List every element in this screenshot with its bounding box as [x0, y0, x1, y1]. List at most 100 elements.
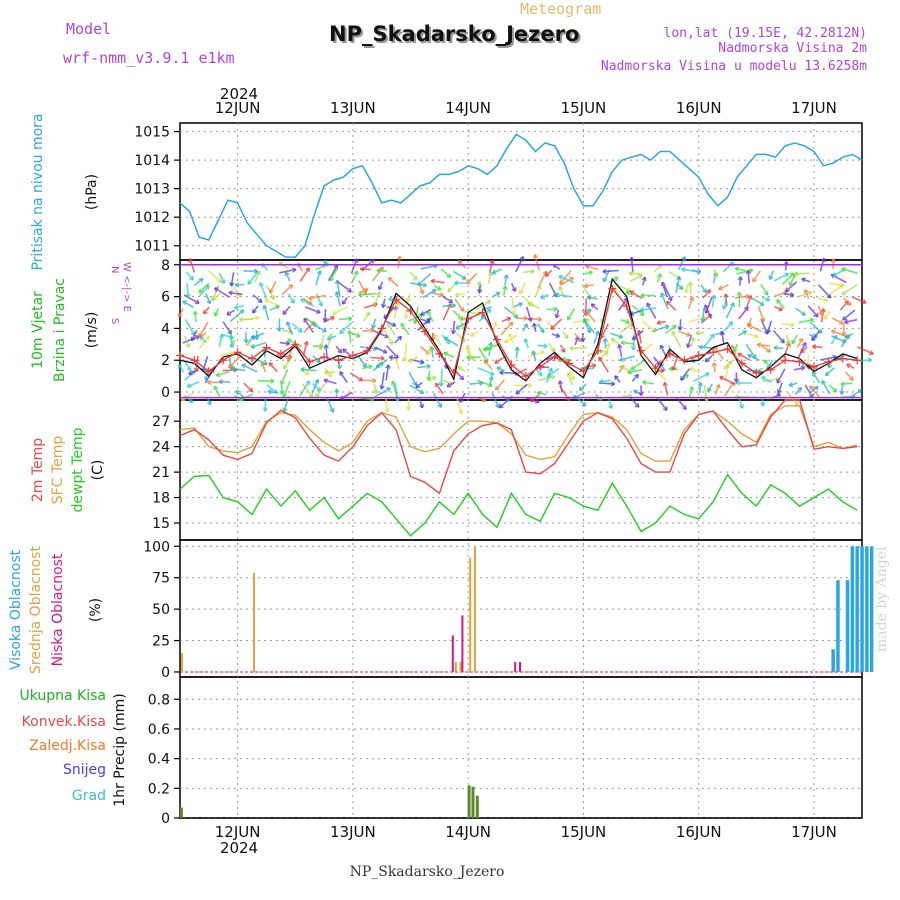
wind-arrow [283, 355, 293, 370]
wind-arrow [631, 304, 645, 317]
wind-arrow [458, 315, 466, 332]
wind-arrow-head [733, 378, 739, 383]
y-tick-label: 0 [161, 385, 170, 401]
wind-arrow-head [443, 351, 449, 357]
wind-arrow [226, 309, 235, 316]
wind-arrow-head [656, 273, 662, 278]
wind-arrow [455, 293, 465, 296]
wind-arrow-head [818, 311, 824, 316]
wind-gust-marker [853, 356, 862, 365]
wind-arrows [177, 253, 874, 415]
wind-arrow-head [527, 317, 533, 322]
wind-arrow [222, 369, 237, 372]
wind-arrow-head [586, 328, 592, 334]
wind-arrow-head [677, 326, 683, 331]
wind-arrow-head [619, 356, 624, 362]
wind-arrow-head [218, 379, 223, 385]
wind-arrow [183, 294, 200, 305]
wind-arrow-head [820, 257, 826, 263]
wind-arrow-head [375, 363, 381, 368]
wind-arrow-head [867, 357, 872, 363]
wind-arrow-head [300, 366, 305, 373]
wind-arrow-head [627, 369, 632, 375]
wind-arrow [494, 379, 505, 391]
date-label-bottom: 13JUN [330, 823, 376, 841]
wind-arrow [692, 372, 710, 383]
wind-arrow [844, 371, 854, 381]
wind-gust-marker [435, 349, 444, 358]
wind-arrow [642, 276, 646, 286]
wind-arrow-head [314, 379, 320, 384]
wind-arrow [537, 344, 548, 348]
wind-arrow [282, 305, 291, 315]
wind-arrow-head [239, 316, 244, 323]
wind-arrow [722, 296, 728, 310]
wind-arrow-head [586, 295, 592, 301]
mid-cloud-bar [459, 661, 462, 672]
wind-arrow [491, 268, 503, 275]
wind-arrow-head [585, 317, 591, 323]
wind-arrow [714, 384, 720, 395]
wind-arrow [205, 293, 211, 304]
pressure-title: Pritisak na nivou mora [30, 113, 46, 270]
wind-arrow-head [347, 316, 353, 322]
wind-arrow-head [736, 291, 743, 296]
wind-arrow [578, 383, 587, 391]
wind-gust-marker [766, 365, 775, 374]
wind-arrow [361, 397, 374, 401]
wind-arrow [193, 278, 204, 286]
wind-arrow-head [555, 332, 561, 339]
wind-arrow-head [711, 362, 717, 367]
wind-arrow [229, 332, 234, 348]
wind-arrow-head [489, 259, 495, 265]
wind-arrow [427, 345, 432, 355]
y-tick-label: 0 [161, 811, 170, 827]
wind-arrow-head [192, 310, 198, 316]
wind-arrow-head [492, 321, 498, 327]
wind-arrow [502, 285, 507, 296]
wind-arrow [214, 308, 220, 317]
wind-arrow-head [262, 304, 268, 310]
wind-arrow [839, 300, 849, 311]
wind-arrow [829, 282, 845, 287]
wind-arrow-head [339, 371, 344, 376]
wind-arrow [747, 270, 751, 284]
wind-arrow [281, 329, 293, 333]
wind-arrow [420, 264, 438, 270]
wind-arrow [675, 397, 687, 410]
wind-arrow-head [518, 302, 523, 307]
wind-arrow [219, 380, 231, 383]
wind-arrow [788, 382, 798, 387]
wind-arrow-head [318, 345, 324, 351]
wind-arrow-head [234, 282, 240, 288]
wind-arrow [195, 355, 199, 372]
wind-arrow [269, 305, 280, 311]
wind-arrow [252, 294, 263, 303]
wind-arrow-head [276, 327, 282, 332]
wind-arrow-head [794, 401, 799, 407]
wind-arrow [374, 387, 391, 398]
wind-arrow [400, 322, 410, 336]
wind-arrow-head [801, 311, 806, 316]
wind-arrow [681, 268, 700, 273]
high-cloud-bar [855, 546, 859, 672]
wind-arrow [533, 323, 537, 332]
wind-arrow-head [426, 349, 432, 355]
wind-arrow [358, 288, 369, 294]
wind-arrow-head [642, 379, 647, 386]
wind-arrow [338, 317, 352, 321]
wind-arrow [804, 384, 814, 399]
wind-arrow-head [638, 274, 643, 280]
wind-arrow-head [581, 401, 587, 407]
wind-arrow-head [347, 287, 352, 293]
wind-arrow [198, 285, 210, 297]
wind-arrow [772, 330, 785, 344]
wind-arrow [561, 358, 572, 361]
wind-arrow [183, 335, 190, 348]
y-tick-label: 1013 [134, 182, 170, 198]
wind-arrow-head [206, 400, 212, 406]
wind-arrow [389, 356, 399, 359]
wind-arrow-head [832, 272, 838, 277]
wind-arrow-head [195, 299, 200, 305]
wind-gust-marker [464, 314, 473, 323]
